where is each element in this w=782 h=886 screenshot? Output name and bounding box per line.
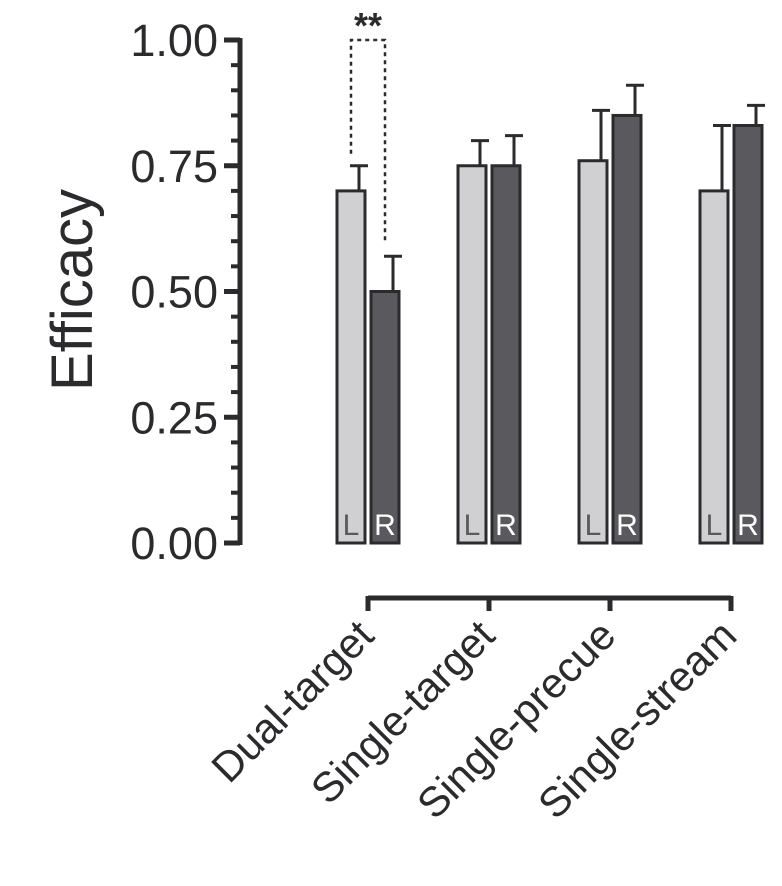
x-axis: Dual-targetSingle-targetSingle-precueSin…: [202, 595, 745, 828]
bar-letter-L: L: [706, 509, 723, 542]
bar-letter-L: L: [343, 509, 360, 542]
bar-letter-R: R: [616, 509, 638, 542]
y-tick-label: 0.75: [130, 141, 218, 192]
bar-letter-L: L: [585, 509, 602, 542]
y-axis-label: Efficacy: [40, 189, 105, 391]
y-tick-label: 1.00: [130, 15, 218, 66]
bar-L: [577, 159, 609, 545]
y-tick-label: 0.50: [130, 267, 218, 318]
bar-L: [335, 189, 367, 545]
significance-stars: **: [354, 5, 382, 46]
bar-letter-L: L: [464, 509, 481, 542]
bar-R: [490, 164, 522, 545]
y-tick-label: 0.00: [130, 518, 218, 569]
y-tick-label: 0.25: [130, 392, 218, 443]
bar-L: [456, 164, 488, 545]
y-axis: 0.00 0.25 0.50 0.75 1.00: [130, 15, 243, 569]
bar-R: [732, 124, 764, 545]
significance-bracket: [349, 38, 387, 245]
bar-R: [369, 290, 401, 545]
bar-letter-R: R: [737, 509, 759, 542]
significance-annotation: **: [349, 5, 387, 245]
bar-letter-R: R: [495, 509, 517, 542]
bar-L: [698, 189, 730, 545]
bar-letter-R: R: [374, 509, 396, 542]
bar-R: [611, 113, 643, 545]
